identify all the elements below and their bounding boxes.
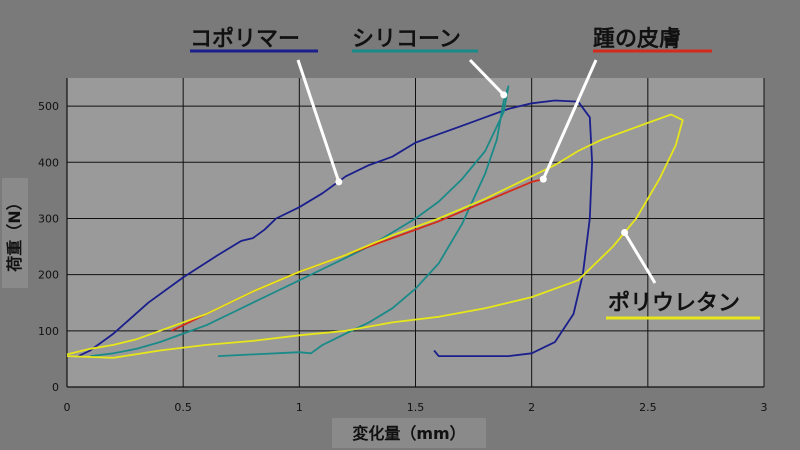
y-tick-label-0: 0 xyxy=(52,381,59,394)
x-tick-label-4: 2 xyxy=(528,401,535,414)
series-layer xyxy=(66,85,684,359)
x-tick-label-3: 1.5 xyxy=(407,401,425,414)
x-tick-label-1: 0.5 xyxy=(174,401,192,414)
x-tick-label-2: 1 xyxy=(296,401,303,414)
x-axis-title-text: 変化量（mm） xyxy=(352,424,465,443)
y-axis-title: 荷重（N） xyxy=(2,178,28,288)
y-tick-label-5: 500 xyxy=(38,100,59,113)
y-tick-label-1: 100 xyxy=(38,325,59,338)
y-axis-title-background xyxy=(2,178,28,288)
legend-pointer-dot-1 xyxy=(500,91,508,99)
x-tick-label-5: 2.5 xyxy=(639,401,657,414)
legend-pointer-3 xyxy=(623,231,657,284)
x-axis-title-background xyxy=(332,418,486,448)
series-line-0 xyxy=(78,99,593,357)
legend-label-0: コポリマー xyxy=(190,26,300,52)
y-tick-label-2: 200 xyxy=(38,269,59,282)
legend-label-2: 踵の皮膚 xyxy=(593,26,681,52)
legend-pointer-dot-2 xyxy=(539,175,547,183)
legend-pointer-2 xyxy=(541,59,598,180)
y-axis-title-text: 荷重（N） xyxy=(5,194,24,271)
x-tick-label-6: 3 xyxy=(761,401,768,414)
y-tick-label-3: 300 xyxy=(38,212,59,225)
legend-pointer-1 xyxy=(468,58,505,96)
legend-label-1: シリコーン xyxy=(352,27,461,52)
legend-pointer-0 xyxy=(296,59,341,183)
series-line-3 xyxy=(66,113,684,359)
legend-label-3: ポリウレタン xyxy=(608,290,740,316)
x-ticks: 0 0.5 1 1.5 2 2.5 3 xyxy=(64,401,768,414)
x-axis-title: 変化量（mm） xyxy=(332,418,486,448)
y-tick-label-4: 400 xyxy=(38,156,59,169)
x-tick-label-0: 0 xyxy=(64,401,71,414)
y-ticks: 0 100 200 300 400 500 xyxy=(38,100,59,394)
legend-pointer-dot-3 xyxy=(621,229,629,236)
legend-pointer-dot-0 xyxy=(335,178,343,186)
